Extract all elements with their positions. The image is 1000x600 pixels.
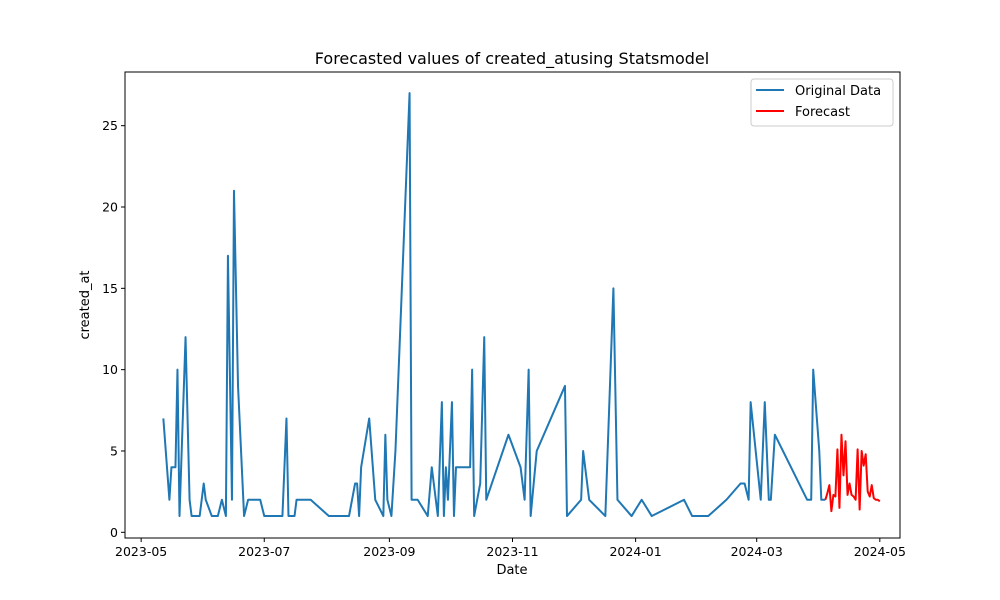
x-tick-label: 2023-07	[238, 544, 290, 559]
x-tick-label: 2023-05	[115, 544, 167, 559]
x-axis: 2023-05 2023-07 2023-09 2023-11 2024-01 2024-…	[115, 538, 906, 559]
legend-box	[750, 78, 894, 127]
y-tick-label: 0	[110, 525, 118, 540]
y-tick-label: 10	[102, 362, 118, 377]
x-tick-label: 2024-01	[609, 544, 661, 559]
series-line-original-data	[162, 92, 826, 518]
y-tick-label: 5	[110, 443, 118, 458]
x-tick-label: 2023-11	[486, 544, 538, 559]
plot-lines	[162, 92, 881, 518]
y-axis: 0 5 10 15 20 25	[102, 118, 125, 540]
chart-title: Forecasted values of created_atusing Sta…	[315, 49, 709, 69]
x-tick-label: 2024-03	[731, 544, 783, 559]
x-axis-label: Date	[496, 563, 527, 578]
x-tick-label: 2024-05	[854, 544, 906, 559]
series-line-forecast	[824, 433, 881, 513]
legend-label-forecast: Forecast	[795, 105, 850, 120]
y-axis-label: created_at	[78, 270, 93, 339]
x-tick-label: 2023-09	[363, 544, 415, 559]
legend: Original Data Forecast	[750, 78, 894, 127]
y-tick-label: 20	[102, 200, 118, 215]
y-tick-label: 15	[102, 281, 118, 296]
y-tick-label: 25	[102, 118, 118, 133]
legend-label-original-data: Original Data	[795, 84, 881, 99]
